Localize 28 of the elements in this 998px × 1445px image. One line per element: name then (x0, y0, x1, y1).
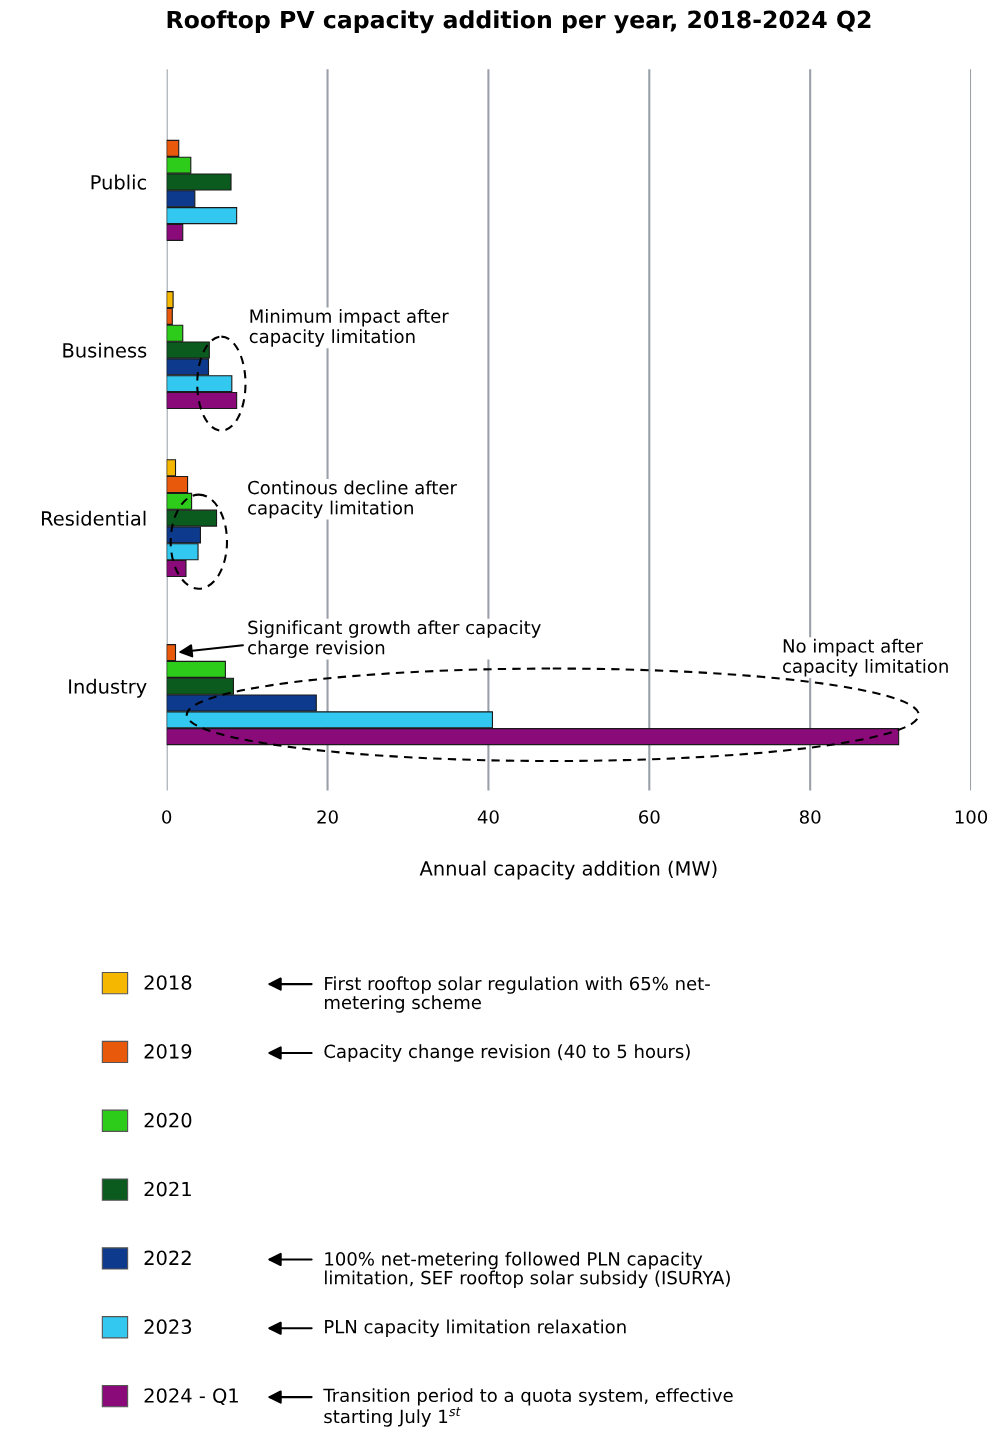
legend-label: 2023 (144, 1319, 192, 1335)
annotation: No impact after capacity limitation (783, 638, 948, 677)
text: First rooftop solar regulation with 65% net- metering scheme (324, 976, 710, 1013)
x-tick-label: 40 (477, 810, 499, 824)
text: 100% net-metering followed PLN capacity limitation, SEF rooftop solar subsidy (ISURYA) (325, 1251, 730, 1289)
legend-label: 2018 (144, 975, 192, 990)
text: Transition period to a quota system, effective starting July 1$^{st}$ (323, 1388, 733, 1427)
legend-label: 2020 (144, 1112, 192, 1128)
annotation: Minimum impact after capacity limitation (249, 309, 449, 347)
legend-label: 2021 (144, 1181, 191, 1197)
legend-label: 2019 (144, 1044, 192, 1059)
x-tick-label: 100 (955, 810, 988, 824)
x-tick-label: 0 (162, 810, 172, 824)
legend-label: 2022 (144, 1250, 191, 1266)
x-tick-label: 60 (639, 810, 660, 824)
legend-label: 2024 - Q1 (144, 1388, 238, 1406)
x-tick-label: 20 (317, 810, 338, 824)
text: PLN capacity limitation relaxation (325, 1319, 626, 1338)
y-tick-label: Residential (42, 510, 146, 526)
y-tick-label: Business (63, 342, 147, 358)
y-tick-label: Industry (69, 678, 147, 698)
text: Capacity change revision (40 to 5 hours) (324, 1044, 690, 1062)
x-axis-title: Annual capacity addition (MW) (419, 860, 717, 880)
annotation: Significant growth after capacity charge revision (248, 620, 541, 658)
x-tick-label: 80 (799, 810, 821, 824)
annotation: Continous decline after capacity limitation (248, 480, 457, 519)
y-tick-label: Public (91, 174, 147, 190)
chart-title: Rooftop PV capacity addition per year, 2018-2024 Q2 (167, 10, 871, 34)
